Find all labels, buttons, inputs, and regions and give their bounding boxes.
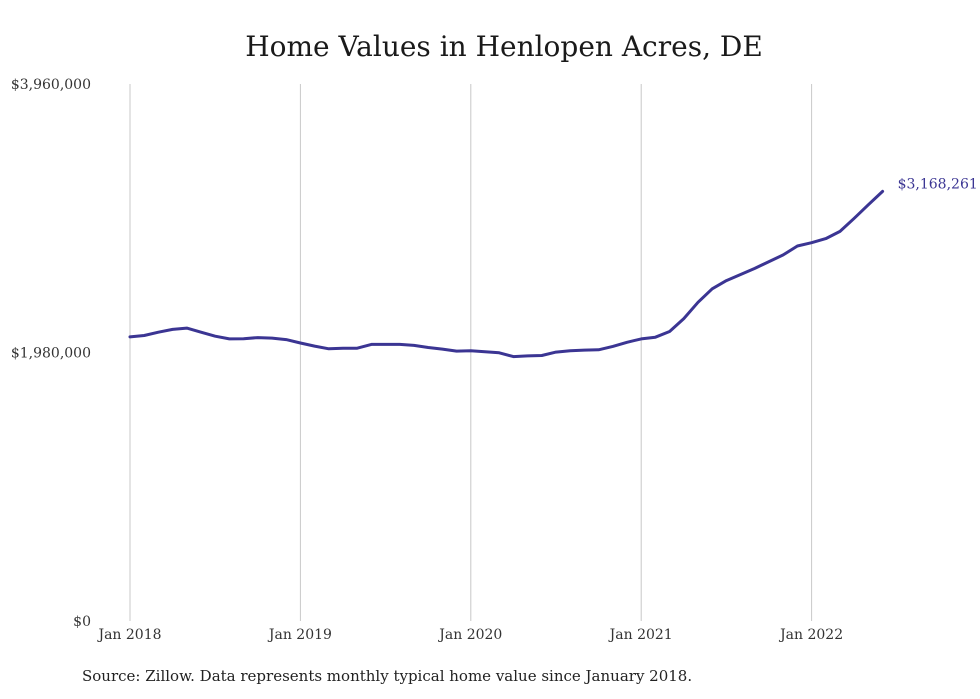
source-note: Source: Zillow. Data represents monthly …	[82, 667, 693, 685]
x-tick-label: Jan 2018	[96, 627, 161, 643]
x-tick-label: Jan 2021	[608, 627, 673, 643]
y-tick-label: $1,980,000	[11, 346, 91, 362]
y-axis-tick-labels: $0 $1,980,000 $3,960,000	[11, 77, 91, 630]
x-tick-label: Jan 2019	[267, 627, 332, 643]
series-layer	[128, 189, 885, 359]
x-axis-tick-labels: Jan 2018 Jan 2019 Jan 2020 Jan 2021 Jan 2022	[96, 627, 843, 643]
x-tick-label: Jan 2022	[778, 627, 843, 643]
y-tick-label: $3,960,000	[11, 77, 91, 93]
y-tick-label: $0	[73, 614, 91, 630]
x-tick-label: Jan 2020	[437, 627, 502, 643]
data-label-layer: $3,168,261	[898, 176, 978, 192]
line-chart: $0$1,980,000$3,960,000 Jan 2018 Jan 2019 J…	[11, 77, 978, 643]
chart-title: Home Values in Henlopen Acres, DE	[245, 30, 763, 63]
gridlines	[129, 84, 813, 621]
end-value-label: $3,168,261	[898, 176, 978, 192]
series-line	[128, 189, 885, 359]
